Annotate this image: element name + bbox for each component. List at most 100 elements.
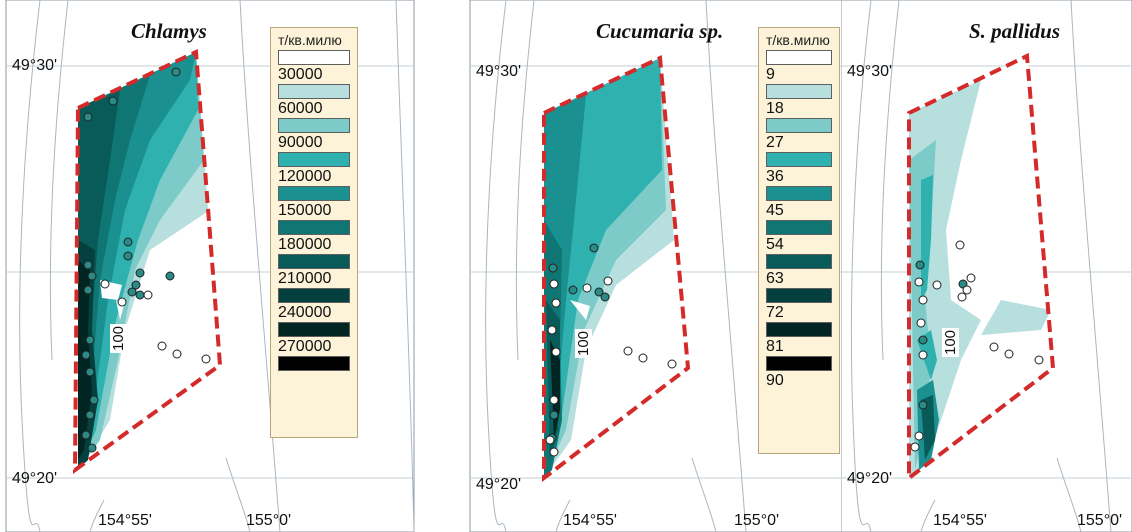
legend: т/кв.милю 9 18 27 36 45 54 63 72 81 90 <box>758 27 840 454</box>
depth-contour <box>555 499 571 532</box>
legend-item: 270000 <box>278 322 351 356</box>
legend-item: 36 <box>766 152 833 186</box>
survey-boundary <box>72 48 223 474</box>
legend-item: 60000 <box>278 84 351 118</box>
legend-swatch <box>278 288 350 303</box>
legend-swatch <box>278 186 350 201</box>
legend-item: 72 <box>766 288 833 322</box>
survey-boundary <box>907 52 1056 483</box>
legend-label: 63 <box>766 270 784 287</box>
latitude-label-bottom: 49°20' <box>476 476 522 493</box>
legend-item: 150000 <box>278 186 351 220</box>
legend-item: 81 <box>766 322 833 356</box>
legend: т/кв.милю 30000 60000 90000 120000 150000 180… <box>270 27 358 438</box>
legend-item <box>278 356 351 371</box>
sampling-stations-empty <box>910 240 1044 452</box>
depth-contour <box>1056 457 1082 532</box>
legend-swatch <box>766 152 832 167</box>
legend-label: 54 <box>766 236 784 253</box>
depth-contour <box>239 0 281 532</box>
depth-contour <box>49 0 69 361</box>
legend-swatch <box>766 356 832 371</box>
legend-label: 9 <box>766 66 775 83</box>
sampling-stations-empty <box>545 276 677 457</box>
depth-contour <box>850 0 872 532</box>
legend-label: 90 <box>766 372 784 389</box>
longitude-label-right: 155°0' <box>1077 512 1123 529</box>
depth-contour <box>920 499 936 532</box>
panel-title: Chlamys <box>131 19 207 43</box>
legend-label: 60000 <box>278 100 323 117</box>
depth-contour <box>691 457 717 532</box>
depth-contour <box>225 457 251 532</box>
legend-swatch <box>766 254 832 269</box>
legend-swatch <box>766 322 832 337</box>
latitude-label-bottom: 49°20' <box>12 470 58 487</box>
depth-contour <box>515 0 535 361</box>
legend-item: 27 <box>766 118 833 152</box>
depth-contour <box>1070 0 1112 532</box>
legend-label: 36 <box>766 168 784 185</box>
map-panel-cucumaria: Cucumaria sp. 49°30' 49°20' 154°55' 155°… <box>466 0 841 532</box>
legend-swatch <box>278 152 350 167</box>
legend-label: 150000 <box>278 202 332 219</box>
legend-label: 90000 <box>278 134 323 151</box>
depth-contour <box>19 0 41 532</box>
panel-title: S. pallidus <box>969 19 1061 43</box>
legend-item: 45 <box>766 186 833 220</box>
legend-swatch <box>278 322 350 337</box>
legend-item: 90 <box>766 356 833 390</box>
depth-contour <box>880 0 900 361</box>
sampling-stations-empty <box>100 279 211 364</box>
depth-contour <box>705 0 747 532</box>
latitude-label-top: 49°30' <box>12 57 58 74</box>
legend-swatch <box>278 356 350 371</box>
depth-contour <box>89 499 105 532</box>
legend-swatch <box>766 220 832 235</box>
depth-contour <box>395 0 415 532</box>
legend-swatch <box>278 254 350 269</box>
isobath-label: 100 <box>942 327 960 358</box>
legend-items: 30000 60000 90000 120000 150000 180000 210000 2… <box>278 50 351 371</box>
legend-swatch <box>278 50 350 65</box>
legend-unit: т/кв.милю <box>766 32 830 48</box>
legend-item: 210000 <box>278 254 351 288</box>
legend-swatch <box>766 186 832 201</box>
legend-items: 9 18 27 36 45 54 63 72 81 90 <box>766 50 833 390</box>
legend-label: 240000 <box>278 304 332 321</box>
legend-swatch <box>766 118 832 133</box>
legend-swatch <box>766 84 832 99</box>
isobath-label: 100 <box>575 328 593 359</box>
legend-item: 63 <box>766 254 833 288</box>
map-panel-s-pallidus: S. pallidus 49°30' 49°20' 154°55' 155°0'… <box>841 0 1132 532</box>
survey-boundary <box>542 54 691 483</box>
legend-swatch <box>766 50 832 65</box>
longitude-label-left: 154°55' <box>98 512 152 529</box>
legend-label: 210000 <box>278 270 332 287</box>
legend-item: 54 <box>766 220 833 254</box>
panel-title: Cucumaria sp. <box>596 19 724 43</box>
legend-swatch <box>766 288 832 303</box>
latitude-label-top: 49°30' <box>476 63 522 80</box>
longitude-label-left: 154°55' <box>933 512 987 529</box>
legend-label: 72 <box>766 304 784 321</box>
latitude-label-top: 49°30' <box>847 63 893 80</box>
longitude-label-right: 155°0' <box>734 512 780 529</box>
legend-item: 240000 <box>278 288 351 322</box>
legend-unit: т/кв.милю <box>278 32 342 48</box>
legend-label: 27 <box>766 134 784 151</box>
legend-label: 45 <box>766 202 784 219</box>
legend-item: 90000 <box>278 118 351 152</box>
density-field <box>75 52 220 470</box>
legend-label: 270000 <box>278 338 332 355</box>
legend-swatch <box>278 118 350 133</box>
legend-item: 180000 <box>278 220 351 254</box>
map-canvas <box>841 0 1132 532</box>
legend-label: 18 <box>766 100 784 117</box>
legend-item: 9 <box>766 50 833 84</box>
legend-item: 120000 <box>278 152 351 186</box>
longitude-label-right: 155°0' <box>246 512 292 529</box>
legend-label: 81 <box>766 338 784 355</box>
legend-swatch <box>278 84 350 99</box>
map-panel-chlamys: Chlamys 49°30' 49°20' 154°55' 155°0' 100… <box>0 0 420 532</box>
